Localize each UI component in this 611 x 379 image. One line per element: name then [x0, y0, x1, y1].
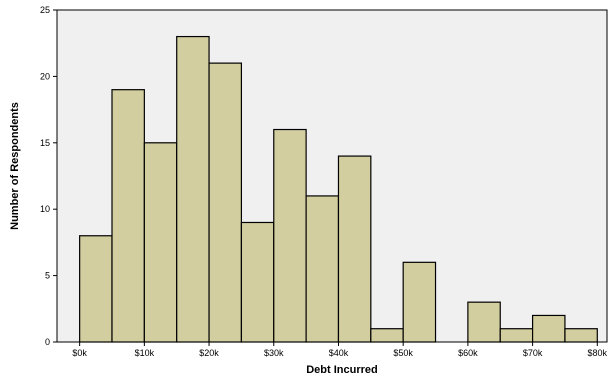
- y-tick-label: 10: [40, 204, 50, 214]
- histogram-bar: [531, 314, 566, 343]
- histogram-bar: [111, 89, 145, 343]
- x-tick-label: $80k: [588, 348, 608, 358]
- x-tick-label: $0k: [72, 348, 87, 358]
- x-axis: $0k $10k $20k $30k $40k $50k $60k $70k $80k: [72, 342, 608, 358]
- x-axis-title: Debt Incurred: [306, 364, 378, 376]
- histogram-bar: [467, 301, 501, 343]
- x-tick-label: $30k: [264, 348, 284, 358]
- x-tick-label: $10k: [135, 348, 155, 358]
- y-axis: 0 5 10 15 20 25: [40, 5, 57, 347]
- histogram-bar: [143, 142, 178, 343]
- histogram-bar: [305, 195, 340, 343]
- x-tick-label: $60k: [458, 348, 478, 358]
- y-tick-label: 15: [40, 138, 50, 148]
- bars-group: [79, 35, 598, 343]
- x-tick-label: $20k: [199, 348, 219, 358]
- histogram-bar: [337, 155, 372, 343]
- histogram-bar: [176, 35, 210, 343]
- histogram-bar: [273, 128, 307, 343]
- y-tick-label: 5: [45, 271, 50, 281]
- histogram-bar: [499, 328, 534, 343]
- histogram-bar: [564, 328, 598, 343]
- histogram-bar: [402, 261, 437, 343]
- y-tick-label: 0: [45, 337, 50, 347]
- y-axis-title: Number of Respondents: [9, 102, 21, 230]
- y-tick-label: 20: [40, 71, 50, 81]
- histogram-bar: [370, 328, 404, 343]
- x-tick-label: $40k: [329, 348, 349, 358]
- histogram-bar: [79, 235, 113, 343]
- histogram-bar: [208, 62, 243, 343]
- x-tick-label: $70k: [523, 348, 543, 358]
- histogram-bar: [240, 221, 275, 343]
- y-tick-label: 25: [40, 5, 50, 15]
- x-tick-label: $50k: [393, 348, 413, 358]
